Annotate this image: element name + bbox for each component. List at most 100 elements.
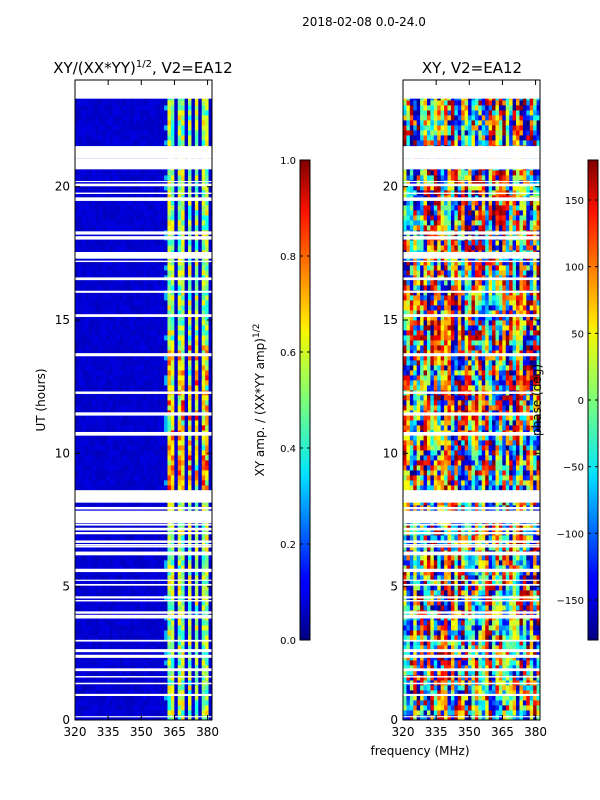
amplitude-cell bbox=[126, 465, 131, 471]
amplitude-cell bbox=[85, 675, 90, 681]
amplitude-cell bbox=[78, 395, 83, 401]
amplitude-cell bbox=[140, 565, 144, 571]
amplitude-cell bbox=[109, 305, 114, 311]
amplitude-cell bbox=[164, 350, 168, 356]
amplitude-cell bbox=[105, 215, 110, 221]
amplitude-cell bbox=[194, 460, 199, 466]
amplitude-cell bbox=[112, 325, 117, 331]
amplitude-cell bbox=[78, 185, 83, 191]
amplitude-cell bbox=[198, 405, 203, 411]
amplitude-cell bbox=[78, 690, 83, 696]
amplitude-cell bbox=[133, 705, 138, 711]
amplitude-cell bbox=[85, 435, 90, 441]
amplitude-cell bbox=[122, 355, 127, 361]
amplitude-cell bbox=[205, 375, 209, 381]
amplitude-cell bbox=[78, 135, 83, 141]
amplitude-cell bbox=[81, 310, 86, 316]
amplitude-cell bbox=[109, 225, 114, 231]
amplitude-cell bbox=[116, 500, 120, 506]
amplitude-cell bbox=[75, 645, 79, 651]
amplitude-cell bbox=[75, 245, 79, 251]
amplitude-cell bbox=[136, 385, 141, 391]
amplitude-cell bbox=[75, 500, 79, 506]
amplitude-cell bbox=[153, 100, 158, 106]
amplitude-cell bbox=[194, 355, 199, 361]
amplitude-cell bbox=[126, 265, 131, 271]
amplitude-cell bbox=[194, 380, 199, 386]
amplitude-cell bbox=[109, 310, 114, 316]
amplitude-cell bbox=[150, 500, 155, 506]
amplitude-cell bbox=[208, 270, 213, 276]
amplitude-cell bbox=[126, 425, 131, 431]
amplitude-cell bbox=[177, 370, 182, 376]
amplitude-cell bbox=[109, 565, 114, 571]
amplitude-cell bbox=[126, 125, 131, 131]
amplitude-cell bbox=[146, 415, 151, 421]
amplitude-cell bbox=[136, 170, 141, 176]
amplitude-cell bbox=[201, 180, 206, 186]
amplitude-cell bbox=[160, 370, 165, 376]
amplitude-cell bbox=[164, 460, 168, 466]
amplitude-cell bbox=[92, 125, 96, 131]
amplitude-cell bbox=[102, 670, 107, 676]
amplitude-cell bbox=[146, 185, 151, 191]
amplitude-cell bbox=[164, 715, 168, 721]
amplitude-cell bbox=[160, 620, 165, 626]
amplitude-cell bbox=[78, 425, 83, 431]
amplitude-cell bbox=[198, 110, 203, 116]
amplitude-cell bbox=[198, 280, 203, 286]
amplitude-cell bbox=[98, 575, 103, 581]
amplitude-cell bbox=[170, 300, 175, 306]
amplitude-cell bbox=[116, 130, 120, 136]
amplitude-cell bbox=[146, 455, 151, 461]
amplitude-cell bbox=[191, 485, 196, 491]
amplitude-cell bbox=[150, 325, 155, 331]
amplitude-cell bbox=[112, 395, 117, 401]
amplitude-cell bbox=[146, 110, 151, 116]
amplitude-cell bbox=[208, 360, 213, 366]
amplitude-cell bbox=[116, 710, 120, 716]
amplitude-cell bbox=[133, 110, 138, 116]
amplitude-cell bbox=[85, 300, 90, 306]
amplitude-cell bbox=[157, 280, 162, 286]
amplitude-cell bbox=[126, 185, 131, 191]
amplitude-cell bbox=[188, 115, 192, 121]
amplitude-cell bbox=[75, 140, 79, 146]
amplitude-cell bbox=[208, 525, 213, 531]
amplitude-cell bbox=[167, 535, 172, 541]
amplitude-cell bbox=[126, 635, 131, 641]
amplitude-cell bbox=[205, 590, 209, 596]
amplitude-cell bbox=[146, 660, 151, 666]
amplitude-cell bbox=[98, 335, 103, 341]
amplitude-cell bbox=[95, 355, 100, 361]
amplitude-cell bbox=[136, 565, 141, 571]
amplitude-cell bbox=[78, 270, 83, 276]
amplitude-cell bbox=[136, 345, 141, 351]
amplitude-cell bbox=[167, 100, 172, 106]
amplitude-cell bbox=[164, 115, 168, 121]
amplitude-cell bbox=[119, 120, 124, 126]
amplitude-cell bbox=[177, 565, 182, 571]
amplitude-cell bbox=[119, 635, 124, 641]
amplitude-cell bbox=[170, 320, 175, 326]
amplitude-cell bbox=[81, 525, 86, 531]
amplitude-cell bbox=[191, 645, 196, 651]
amplitude-cell bbox=[150, 140, 155, 146]
amplitude-cell bbox=[126, 675, 131, 681]
amplitude-cell bbox=[102, 260, 107, 266]
amplitude-cell bbox=[160, 305, 165, 311]
amplitude-cell bbox=[205, 565, 209, 571]
amplitude-cell bbox=[98, 570, 103, 576]
amplitude-cell bbox=[75, 565, 79, 571]
amplitude-cell bbox=[205, 685, 209, 691]
amplitude-cell bbox=[133, 245, 138, 251]
amplitude-cell bbox=[133, 210, 138, 216]
amplitude-cell bbox=[198, 135, 203, 141]
amplitude-cell bbox=[157, 600, 162, 606]
amplitude-cell bbox=[109, 605, 114, 611]
amplitude-cell bbox=[164, 535, 168, 541]
amplitude-cell bbox=[198, 120, 203, 126]
amplitude-cell bbox=[140, 685, 144, 691]
amplitude-cell bbox=[78, 125, 83, 131]
amplitude-cell bbox=[177, 600, 182, 606]
